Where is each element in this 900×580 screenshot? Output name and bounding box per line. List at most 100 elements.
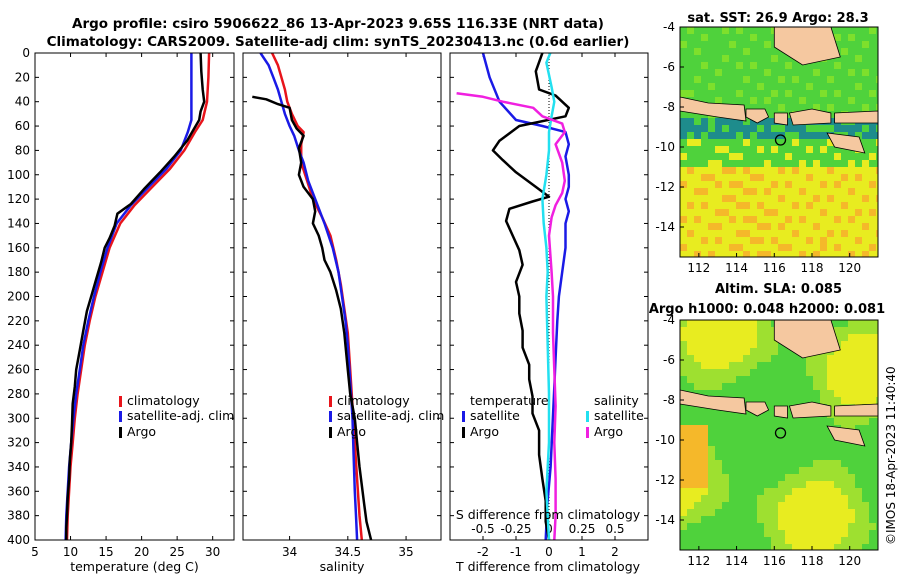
map-cell xyxy=(750,523,757,530)
legend-label-t-satellite: satellite xyxy=(470,408,520,423)
map-cell xyxy=(764,467,771,474)
map-cell xyxy=(687,418,694,425)
map-cell xyxy=(827,530,834,537)
map-cell xyxy=(750,34,757,41)
map-cell xyxy=(764,544,771,550)
land-island xyxy=(773,27,841,66)
map-cell xyxy=(813,97,820,104)
map-cell xyxy=(708,223,715,230)
map-cell xyxy=(806,125,813,132)
map-cell xyxy=(785,209,792,216)
map-cell xyxy=(862,495,869,502)
map-cell xyxy=(743,202,750,209)
map-cell xyxy=(855,188,862,195)
x-tick-label: 1 xyxy=(578,545,586,559)
map-cell xyxy=(722,348,729,355)
map-cell xyxy=(813,216,820,223)
map-cell xyxy=(855,446,862,453)
map-cell xyxy=(687,181,694,188)
map-cell xyxy=(855,523,862,530)
map-cell xyxy=(736,537,743,544)
map-cell xyxy=(869,153,876,160)
legend-label-s-satellite: satellite xyxy=(594,408,644,423)
map-cell xyxy=(757,530,764,537)
map-cell xyxy=(764,355,771,362)
land-island xyxy=(834,403,878,417)
map-cell xyxy=(750,104,757,111)
map-cell xyxy=(687,69,694,76)
map-cell xyxy=(680,251,687,257)
map-cell xyxy=(757,181,764,188)
map-cell xyxy=(778,167,785,174)
map-cell xyxy=(687,230,694,237)
map-cell xyxy=(743,76,750,83)
map-cell xyxy=(799,153,806,160)
land-island xyxy=(773,320,841,359)
map-cell xyxy=(764,502,771,509)
map-cell xyxy=(743,132,750,139)
map-cell xyxy=(743,341,750,348)
map-cell xyxy=(792,369,799,376)
map-cell xyxy=(750,509,757,516)
map-cell xyxy=(862,453,869,460)
map-cell xyxy=(715,355,722,362)
map-cell xyxy=(876,362,878,369)
map-cell xyxy=(715,90,722,97)
map-cell xyxy=(715,369,722,376)
map-cell xyxy=(701,390,708,397)
map-cell xyxy=(834,418,841,425)
map-cell xyxy=(729,509,736,516)
map-cell xyxy=(848,446,855,453)
map-cell xyxy=(820,251,827,257)
map-cell xyxy=(694,223,701,230)
map-cell xyxy=(855,237,862,244)
map-cell xyxy=(855,390,862,397)
map-cell xyxy=(680,376,687,383)
map-cell xyxy=(701,97,708,104)
map-cell xyxy=(841,502,848,509)
map-cell xyxy=(687,244,694,251)
map-cell xyxy=(778,76,785,83)
map-cell xyxy=(722,34,729,41)
series-line-argo xyxy=(65,53,206,540)
map-cell xyxy=(680,83,687,90)
map-cell xyxy=(785,216,792,223)
map-cell xyxy=(680,132,687,139)
map-cell xyxy=(834,83,841,90)
map-cell xyxy=(785,104,792,111)
map-cell xyxy=(806,418,813,425)
map-cell xyxy=(834,160,841,167)
map-cell xyxy=(708,474,715,481)
map-cell xyxy=(848,125,855,132)
map-cell xyxy=(736,97,743,104)
map-cell xyxy=(694,467,701,474)
map-cell xyxy=(799,146,806,153)
map-cell xyxy=(722,488,729,495)
map-cell xyxy=(715,181,722,188)
legend-swatch-climatology xyxy=(119,396,122,407)
map-cell xyxy=(750,376,757,383)
map-cell xyxy=(813,467,820,474)
lat-tick-label: -4 xyxy=(663,20,675,34)
map-cell xyxy=(869,467,876,474)
argo-location-marker xyxy=(774,134,787,146)
map-cell xyxy=(799,495,806,502)
map-cell xyxy=(757,397,764,404)
map-cell xyxy=(715,244,722,251)
map-cell xyxy=(792,467,799,474)
map-cell xyxy=(743,146,750,153)
map-cell xyxy=(764,55,771,62)
map-cell xyxy=(792,167,799,174)
map-cell xyxy=(743,425,750,432)
map-cell xyxy=(757,62,764,69)
map-cell xyxy=(764,537,771,544)
map-cell xyxy=(729,237,736,244)
map-cell xyxy=(722,146,729,153)
map-cell xyxy=(799,230,806,237)
map-cell xyxy=(827,376,834,383)
map-cell xyxy=(848,216,855,223)
map-cell xyxy=(743,390,750,397)
map-cell xyxy=(813,369,820,376)
legend-label-satellite: satellite-adj. clim xyxy=(127,408,234,423)
map-cell xyxy=(876,167,878,174)
